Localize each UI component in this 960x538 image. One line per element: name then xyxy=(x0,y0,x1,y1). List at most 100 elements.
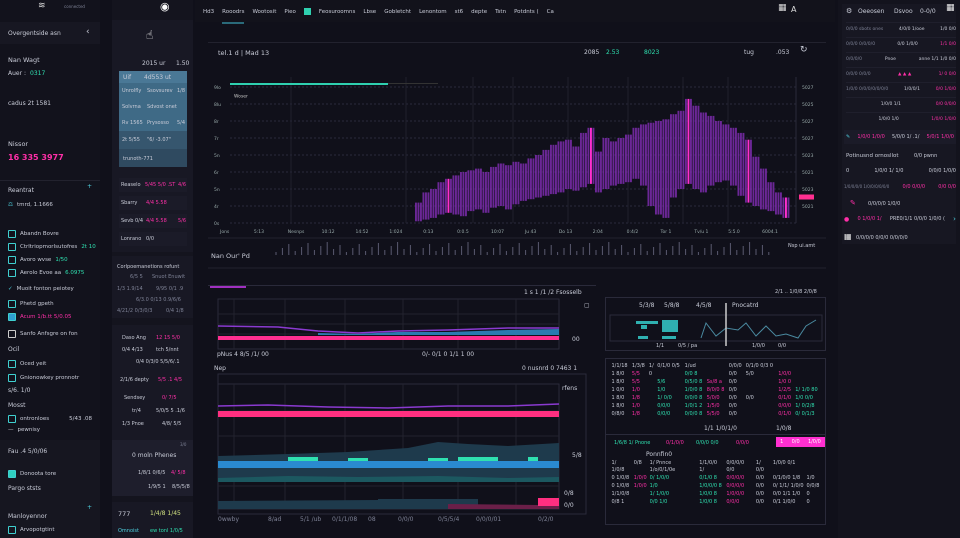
qr-icon[interactable]: ▦ xyxy=(844,232,852,241)
order-row[interactable]: Solvrna Sdvost onet xyxy=(119,100,187,115)
header-cell[interactable]: 1/ 0/0 xyxy=(755,459,764,473)
table-cell: 1/0/0 8 xyxy=(699,498,717,505)
header-cell[interactable]: 0/1/0 0/3 0 xyxy=(745,362,774,369)
cell: 5/4 xyxy=(177,120,186,126)
header-cell[interactable]: 1/1/18 xyxy=(611,362,628,369)
sidebar-item[interactable]: Acum 1/b.tt 5/0.05 xyxy=(8,313,72,321)
right-row[interactable]: 1/0/0 1/0 1/0/0 1/0/0 xyxy=(846,112,956,126)
tab[interactable]: Hd3 xyxy=(203,8,215,15)
header-cell[interactable]: 0/1/0 0/5 xyxy=(657,362,680,369)
header-cell[interactable]: 1/ Pnnce 1/o/0/1/0e xyxy=(649,459,676,473)
font-icon[interactable]: A xyxy=(791,5,797,14)
action-row[interactable]: ● 0 1/0/0 1/ PRE0/1/1 0/0/0 1/0/0 ( › xyxy=(844,212,956,226)
tab[interactable]: Rooodrs xyxy=(222,9,245,24)
bar xyxy=(542,149,545,196)
monitor-icon xyxy=(8,415,16,423)
table-row[interactable]: 0 1/0/8 1/0/0 0/ 1/0/0 0/1/0 8 0/0/0/0 0/0 0/1… xyxy=(610,474,821,482)
table-row[interactable]: 0/8 1 0/0 1/0 1/0/0 8 0/0/0 0/0 0/1 1/0/0 0 xyxy=(610,498,821,506)
table-row[interactable]: 1 0/0 1/0 1/0 1/0/0 8 8/0/0 8 0/0 1/2/5 1/ 1/0 … xyxy=(610,386,821,394)
tab[interactable]: Feosuroomns xyxy=(318,8,356,15)
mini-chart[interactable] xyxy=(606,298,827,352)
tab[interactable]: Wootosit xyxy=(252,8,277,15)
gear-icon[interactable]: ⚙ xyxy=(846,7,853,15)
footer-item[interactable]: Pargo ststs xyxy=(8,485,41,492)
sidebar-item[interactable]: ✓ Muoit fonton peiotey xyxy=(8,286,74,292)
right-row[interactable]: 0/0/0 sbots ones 4/0/0 1/ooe 1/0 0/0 xyxy=(846,22,956,36)
record-icon[interactable]: ◉ xyxy=(160,0,170,13)
header-cell[interactable]: 0/0/0/0 0/0 xyxy=(726,459,745,473)
header-cell[interactable]: 1/0/0 0/1 xyxy=(772,459,796,466)
sidebar-item[interactable]: Arvopotgtint xyxy=(8,526,54,534)
header-cell[interactable]: 1/ 1/0/8 xyxy=(611,459,625,473)
tab[interactable]: Lbse xyxy=(363,8,377,15)
recent-item[interactable]: ⚖ tmrd, 1.1666 xyxy=(8,202,53,208)
sidebar-item[interactable]: Sanfo Anfsgre on fon xyxy=(8,330,78,338)
sidebar-item[interactable]: Phetd gpeth xyxy=(8,300,54,308)
header-cell[interactable]: 1/ xyxy=(648,362,654,369)
sidebar-item[interactable]: Ctrltriopmorlsutofres 2t 10 xyxy=(8,243,96,251)
sidebar-item[interactable]: Donoota tore xyxy=(8,470,56,478)
right-row[interactable]: 1/0/0 1/1 0/0 0/0/0 xyxy=(846,97,956,111)
table-row[interactable]: 1 8/0 1/8 1/ 0/0 0/0/0 8 5/0/0 0/0 0/0 0/1/0 1/0… xyxy=(610,394,821,402)
right-row[interactable]: 0/0/0 0/0/0/0 0/0 1/0/0 1/1 0/0 xyxy=(846,37,956,51)
lower-chart-1[interactable] xyxy=(208,286,596,526)
header-cell[interactable]: 1/ud xyxy=(684,362,696,369)
stat-value: 4/6 xyxy=(178,182,187,188)
x-tick: Nesnps xyxy=(288,229,305,235)
action-button[interactable]: 1 0/0 1/0/0 xyxy=(776,437,825,447)
bar xyxy=(532,158,535,200)
right-row[interactable]: 0/0/0 0/0/0 ▲ ▲ ▲ 1/ 0 0/0 xyxy=(846,67,956,81)
order-row[interactable]: Unrolfly Ssovsurev 1/8 xyxy=(119,84,187,99)
tab[interactable]: Pieo xyxy=(284,8,296,15)
qr-icon[interactable]: ▦ xyxy=(778,3,787,13)
tab[interactable]: depte xyxy=(471,8,488,15)
sidebar-item[interactable]: ontronloes 5/43 .08 xyxy=(8,415,92,423)
tab[interactable]: Gobletcht xyxy=(384,8,412,15)
table-row[interactable]: 1/1/0/8 1/ 1/0/0 1/0/0 8 1/0/0/0 0/0 0/0 1/1 … xyxy=(610,490,821,498)
sidebar-item[interactable]: — pewnisy xyxy=(8,427,40,433)
order-row[interactable]: Uif 4d553 ut xyxy=(119,71,187,83)
table-row[interactable]: 0/8/0 1/8 0/0/0 0/0/0 8 5/5/0 0/0 0/1/0 0/ 0/1/… xyxy=(610,410,821,418)
header-cell[interactable]: 0/0/0 xyxy=(728,362,742,369)
add-icon[interactable]: + xyxy=(87,504,93,511)
bar xyxy=(570,139,572,189)
tab[interactable]: Lenontom xyxy=(419,8,447,15)
x-tick: Tor 1 xyxy=(659,229,671,235)
table-cell: 1/0/0/0 8 xyxy=(699,482,722,489)
chevron-right-icon[interactable]: › xyxy=(953,215,956,223)
main-chart-panel: tel.1 d | Mad 13 2085 2.53 8023 tug .053… xyxy=(208,42,826,270)
table-row[interactable]: 1 8/0 5/5 0 0/0 8 0/0 5/0 1/0/0 xyxy=(610,370,821,378)
table-row[interactable]: 0 1/0/8 1/0/0 1/0 1/0/0/0 8 0/0/0/0 0/0 0/ 1/1… xyxy=(610,482,821,490)
tab[interactable]: Tstn xyxy=(495,8,507,15)
table-row[interactable]: 1 8/0 1/0 0/0/0 1/0/1 2 1/5/0 0/0 0/0/0 1/ 0/2/… xyxy=(610,402,821,410)
header-cell[interactable] xyxy=(705,362,727,370)
sidebar-item[interactable]: Avoro wvse 1/50 xyxy=(8,256,68,264)
refresh-icon[interactable]: ↻ xyxy=(800,45,808,55)
sidebar-item[interactable]: Oced yeit xyxy=(8,360,46,368)
chevron-left-icon[interactable]: ‹ xyxy=(86,27,90,37)
bar xyxy=(487,172,490,213)
sidebar-header[interactable]: Overgentside asn ‹ xyxy=(0,22,100,44)
tab[interactable]: Potdnts ( xyxy=(514,8,539,15)
right-row[interactable]: 0/0/0/0 Pnoe anne 1/1 1/0 0/0 xyxy=(846,52,956,66)
add-icon[interactable]: + xyxy=(87,183,93,190)
header-cell[interactable]: 0/8 xyxy=(633,459,642,466)
order-row[interactable]: Rv 1565 Prysosso 5/4 xyxy=(119,116,187,131)
header-cell[interactable]: 1/3/8 xyxy=(631,362,645,369)
qr-icon[interactable]: ▦ xyxy=(946,3,955,13)
sidebar-item[interactable]: Aerolo Evoe aa 6.0975 xyxy=(8,269,84,277)
order-row[interactable]: trunoth-771 xyxy=(119,149,187,167)
tab[interactable]: st6 xyxy=(454,8,464,15)
tab[interactable]: Ca xyxy=(546,8,554,15)
header-cell[interactable]: 1/1/0/0 1/ xyxy=(699,459,718,473)
right-row[interactable]: 1/0/0 0/0/0/0/0/0/0 1/0/0/1 0/0 1/0/0 xyxy=(846,82,956,96)
table-row[interactable]: 1 8/0 5/5 5/6 0/5/0 8 Ss/8 a 0/0 1/0 0 xyxy=(610,378,821,386)
bar xyxy=(552,144,555,195)
square-icon[interactable]: ▢ xyxy=(584,302,590,309)
order-row[interactable]: 2t 5/55 "6/ -3.07" xyxy=(119,131,187,149)
main-chart[interactable]: 9lo 8lu 8r 7r 5n 6r 5n 4r 0s 5027 5025 5027 5027 5023… xyxy=(208,43,826,271)
sidebar-item[interactable]: Abandn Bovre xyxy=(8,230,59,238)
sidebar-item[interactable]: Gnionowkey pronnotr xyxy=(8,374,79,382)
table-cell xyxy=(647,386,655,394)
touch-icon[interactable]: ☝ xyxy=(146,28,154,42)
